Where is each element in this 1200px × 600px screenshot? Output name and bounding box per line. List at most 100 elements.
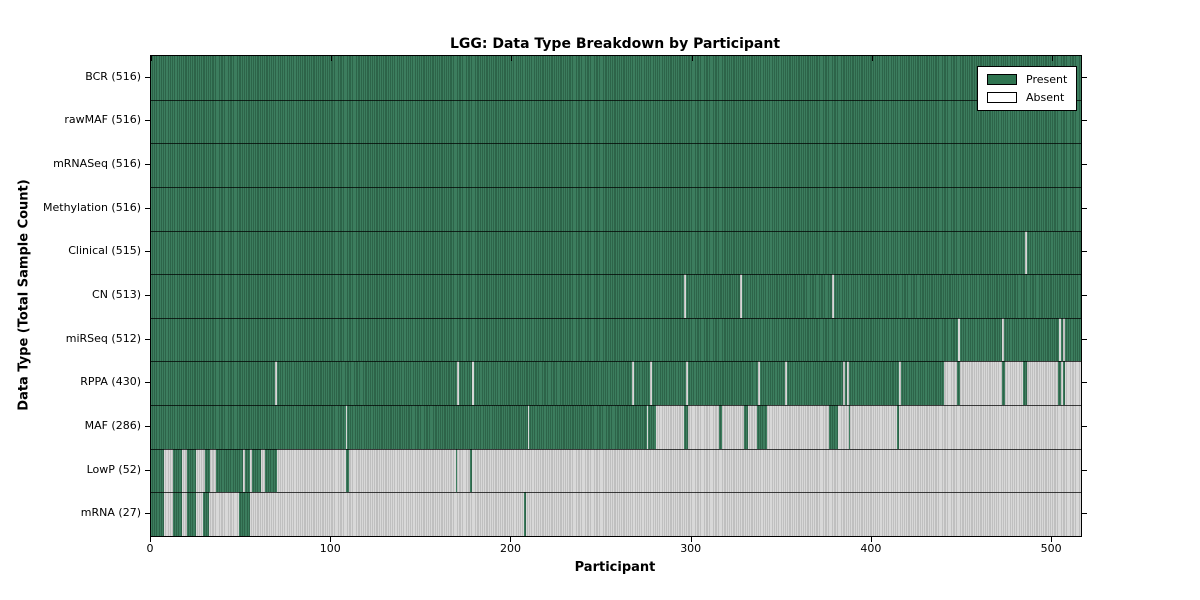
y-tick-mark: [1081, 295, 1087, 296]
y-tick-label: mRNA (27): [80, 506, 141, 520]
x-tick-label: 500: [1040, 542, 1062, 555]
present-segment: [742, 274, 833, 318]
present-segment: [455, 448, 458, 493]
present-segment: [251, 448, 261, 493]
x-tick-label: 0: [146, 542, 154, 555]
y-tick-label: RPPA (430): [80, 375, 141, 389]
present-segment: [187, 448, 197, 493]
row-band-mRNA: [151, 492, 1081, 536]
present-segment: [1062, 361, 1065, 406]
row-band-MAF: [151, 405, 1081, 449]
y-tick-mark: [1081, 251, 1087, 253]
y-tick-label: MAF (286): [84, 418, 141, 432]
present-segment: [1064, 317, 1081, 362]
legend-present-swatch: [987, 74, 1017, 85]
present-segment: [172, 492, 182, 536]
x-tick-mark: [870, 536, 872, 542]
present-segment: [524, 492, 526, 536]
present-segment: [1061, 317, 1063, 362]
x-tick-label: 300: [680, 542, 702, 555]
y-tick-mark: [145, 295, 150, 296]
present-segment: [844, 361, 847, 406]
chart-title: LGG: Data Type Breakdown by Participant: [449, 36, 781, 52]
plot-area: [150, 55, 1082, 537]
y-tick-mark: [145, 382, 150, 384]
y-tick-label: rawMAF (516): [64, 113, 141, 127]
y-tick-mark: [145, 76, 150, 78]
present-segment: [151, 274, 685, 318]
present-segment: [345, 448, 350, 493]
row-separator: [151, 492, 1081, 494]
present-segment: [151, 56, 1081, 100]
row-band-miRSeq: [151, 317, 1081, 362]
x-tick-mark: [150, 536, 151, 542]
x-tick-mark: [330, 536, 332, 542]
row-separator: [151, 274, 1081, 276]
present-segment: [151, 405, 346, 449]
present-segment: [688, 361, 759, 406]
row-band-RPPA: [151, 361, 1081, 406]
row-band-mRNASeq: [151, 143, 1081, 187]
x-tick-mark: [1051, 536, 1053, 542]
present-segment: [834, 274, 1081, 318]
present-segment: [684, 405, 689, 449]
present-segment: [760, 361, 786, 406]
y-tick-mark: [145, 469, 150, 471]
row-separator: [151, 99, 1081, 101]
row-band-rawMAF: [151, 99, 1081, 144]
y-tick-mark: [1081, 382, 1087, 384]
present-segment: [151, 186, 1081, 231]
row-band-Methylation: [151, 186, 1081, 231]
present-segment: [459, 361, 472, 406]
present-segment: [634, 361, 651, 406]
present-segment: [264, 448, 278, 493]
y-tick-mark: [1081, 513, 1087, 515]
row-band-CN: [151, 274, 1081, 318]
present-segment: [151, 143, 1081, 187]
legend-item-absent: Absent: [987, 91, 1067, 104]
present-segment: [151, 448, 164, 493]
y-tick-mark: [1081, 469, 1087, 471]
row-separator: [151, 186, 1081, 188]
present-segment: [718, 405, 723, 449]
x-tick-mark-top: [331, 56, 333, 61]
present-segment: [205, 448, 211, 493]
y-tick-mark: [1081, 76, 1087, 78]
row-separator: [151, 448, 1081, 450]
y-tick-mark: [145, 120, 150, 122]
present-segment: [1057, 361, 1062, 406]
y-tick-label: CN (513): [92, 288, 141, 301]
y-tick-label: mRNASeq (516): [53, 157, 141, 171]
present-segment: [244, 448, 251, 493]
present-segment: [239, 492, 251, 536]
present-segment: [151, 230, 1026, 275]
present-segment: [470, 448, 472, 493]
present-segment: [172, 448, 182, 493]
y-tick-mark: [145, 207, 150, 209]
row-separator: [151, 361, 1081, 363]
present-segment: [686, 274, 741, 318]
present-segment: [473, 361, 633, 406]
x-tick-label: 400: [860, 542, 882, 555]
row-band-LowP: [151, 448, 1081, 493]
present-segment: [151, 99, 1081, 144]
x-tick-mark-top: [151, 56, 152, 61]
x-tick-mark-top: [1052, 56, 1054, 61]
present-segment: [787, 361, 844, 406]
x-tick-mark: [510, 536, 512, 542]
legend-present-label: Present: [1026, 73, 1068, 86]
present-segment: [215, 448, 243, 493]
present-segment: [1003, 317, 1060, 362]
row-separator: [151, 405, 1081, 407]
row-separator: [151, 317, 1081, 319]
present-segment: [848, 405, 851, 449]
legend-item-present: Present: [987, 73, 1067, 86]
x-tick-label: 100: [319, 542, 341, 555]
x-tick-mark-top: [871, 56, 873, 61]
y-tick-mark: [145, 338, 150, 340]
x-tick-mark-top: [691, 56, 693, 61]
x-tick-mark-top: [511, 56, 513, 61]
y-tick-mark: [145, 251, 150, 253]
y-tick-label: Clinical (515): [68, 244, 141, 258]
